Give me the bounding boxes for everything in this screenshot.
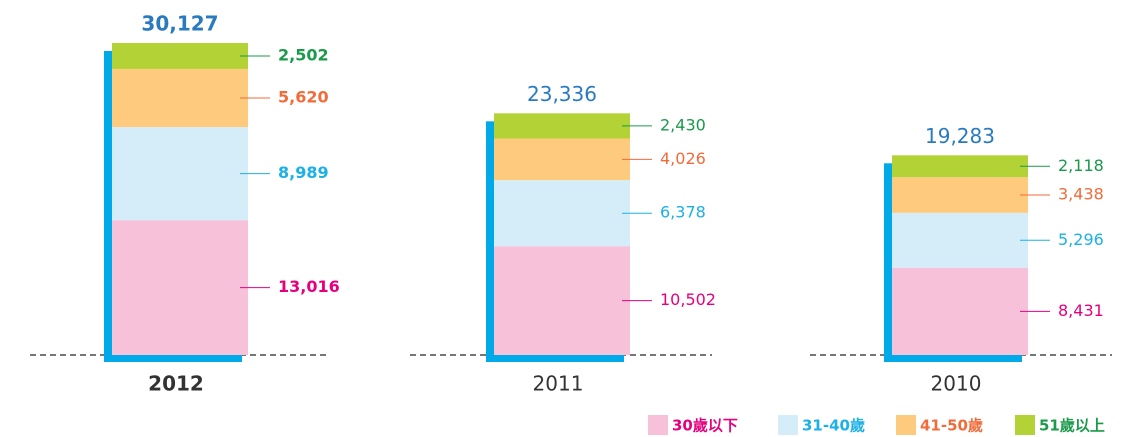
bar-frame-bottom [486, 355, 624, 362]
bar-segment [112, 220, 248, 355]
total-label: 19,283 [925, 124, 995, 148]
value-label: 2,118 [1058, 156, 1104, 175]
value-label: 5,296 [1058, 230, 1104, 249]
value-label: 3,438 [1058, 185, 1104, 204]
value-label: 8,989 [278, 163, 329, 182]
legend-label: 30歲以下 [672, 417, 738, 435]
value-label: 10,502 [660, 290, 716, 309]
bar-segment [112, 68, 248, 128]
bar-frame [486, 121, 494, 362]
bar-segment [494, 180, 630, 247]
total-label: 23,336 [527, 82, 597, 106]
bar-segment [892, 155, 1028, 178]
legend-swatch [648, 415, 668, 435]
value-label: 4,026 [660, 149, 706, 168]
bar-segment [892, 177, 1028, 213]
value-label: 2,430 [660, 115, 706, 134]
bar-frame [884, 163, 892, 362]
bar-segment [494, 138, 630, 181]
value-label: 13,016 [278, 277, 340, 296]
category-label: 2010 [931, 372, 982, 396]
value-label: 6,378 [660, 203, 706, 222]
value-label: 8,431 [1058, 301, 1104, 320]
bar-frame-bottom [884, 355, 1022, 362]
legend-swatch [778, 415, 798, 435]
value-label: 2,502 [278, 45, 329, 64]
bar-segment [112, 127, 248, 221]
bar-segment [112, 43, 248, 69]
legend-label: 31-40歲 [802, 417, 865, 435]
bar-segment [892, 212, 1028, 268]
bar-segment [494, 113, 630, 139]
legend-swatch [896, 415, 916, 435]
bar-frame-bottom [104, 355, 242, 362]
bar-frame [104, 51, 112, 362]
category-label: 2012 [148, 372, 204, 396]
legend-label: 41-50歲 [920, 417, 983, 435]
legend-label: 51歲以上 [1039, 417, 1105, 435]
total-label: 30,127 [141, 12, 218, 36]
category-label: 2011 [533, 372, 584, 396]
value-label: 5,620 [278, 88, 329, 107]
bar-segment [892, 267, 1028, 355]
legend-swatch [1015, 415, 1035, 435]
bar-segment [494, 246, 630, 355]
